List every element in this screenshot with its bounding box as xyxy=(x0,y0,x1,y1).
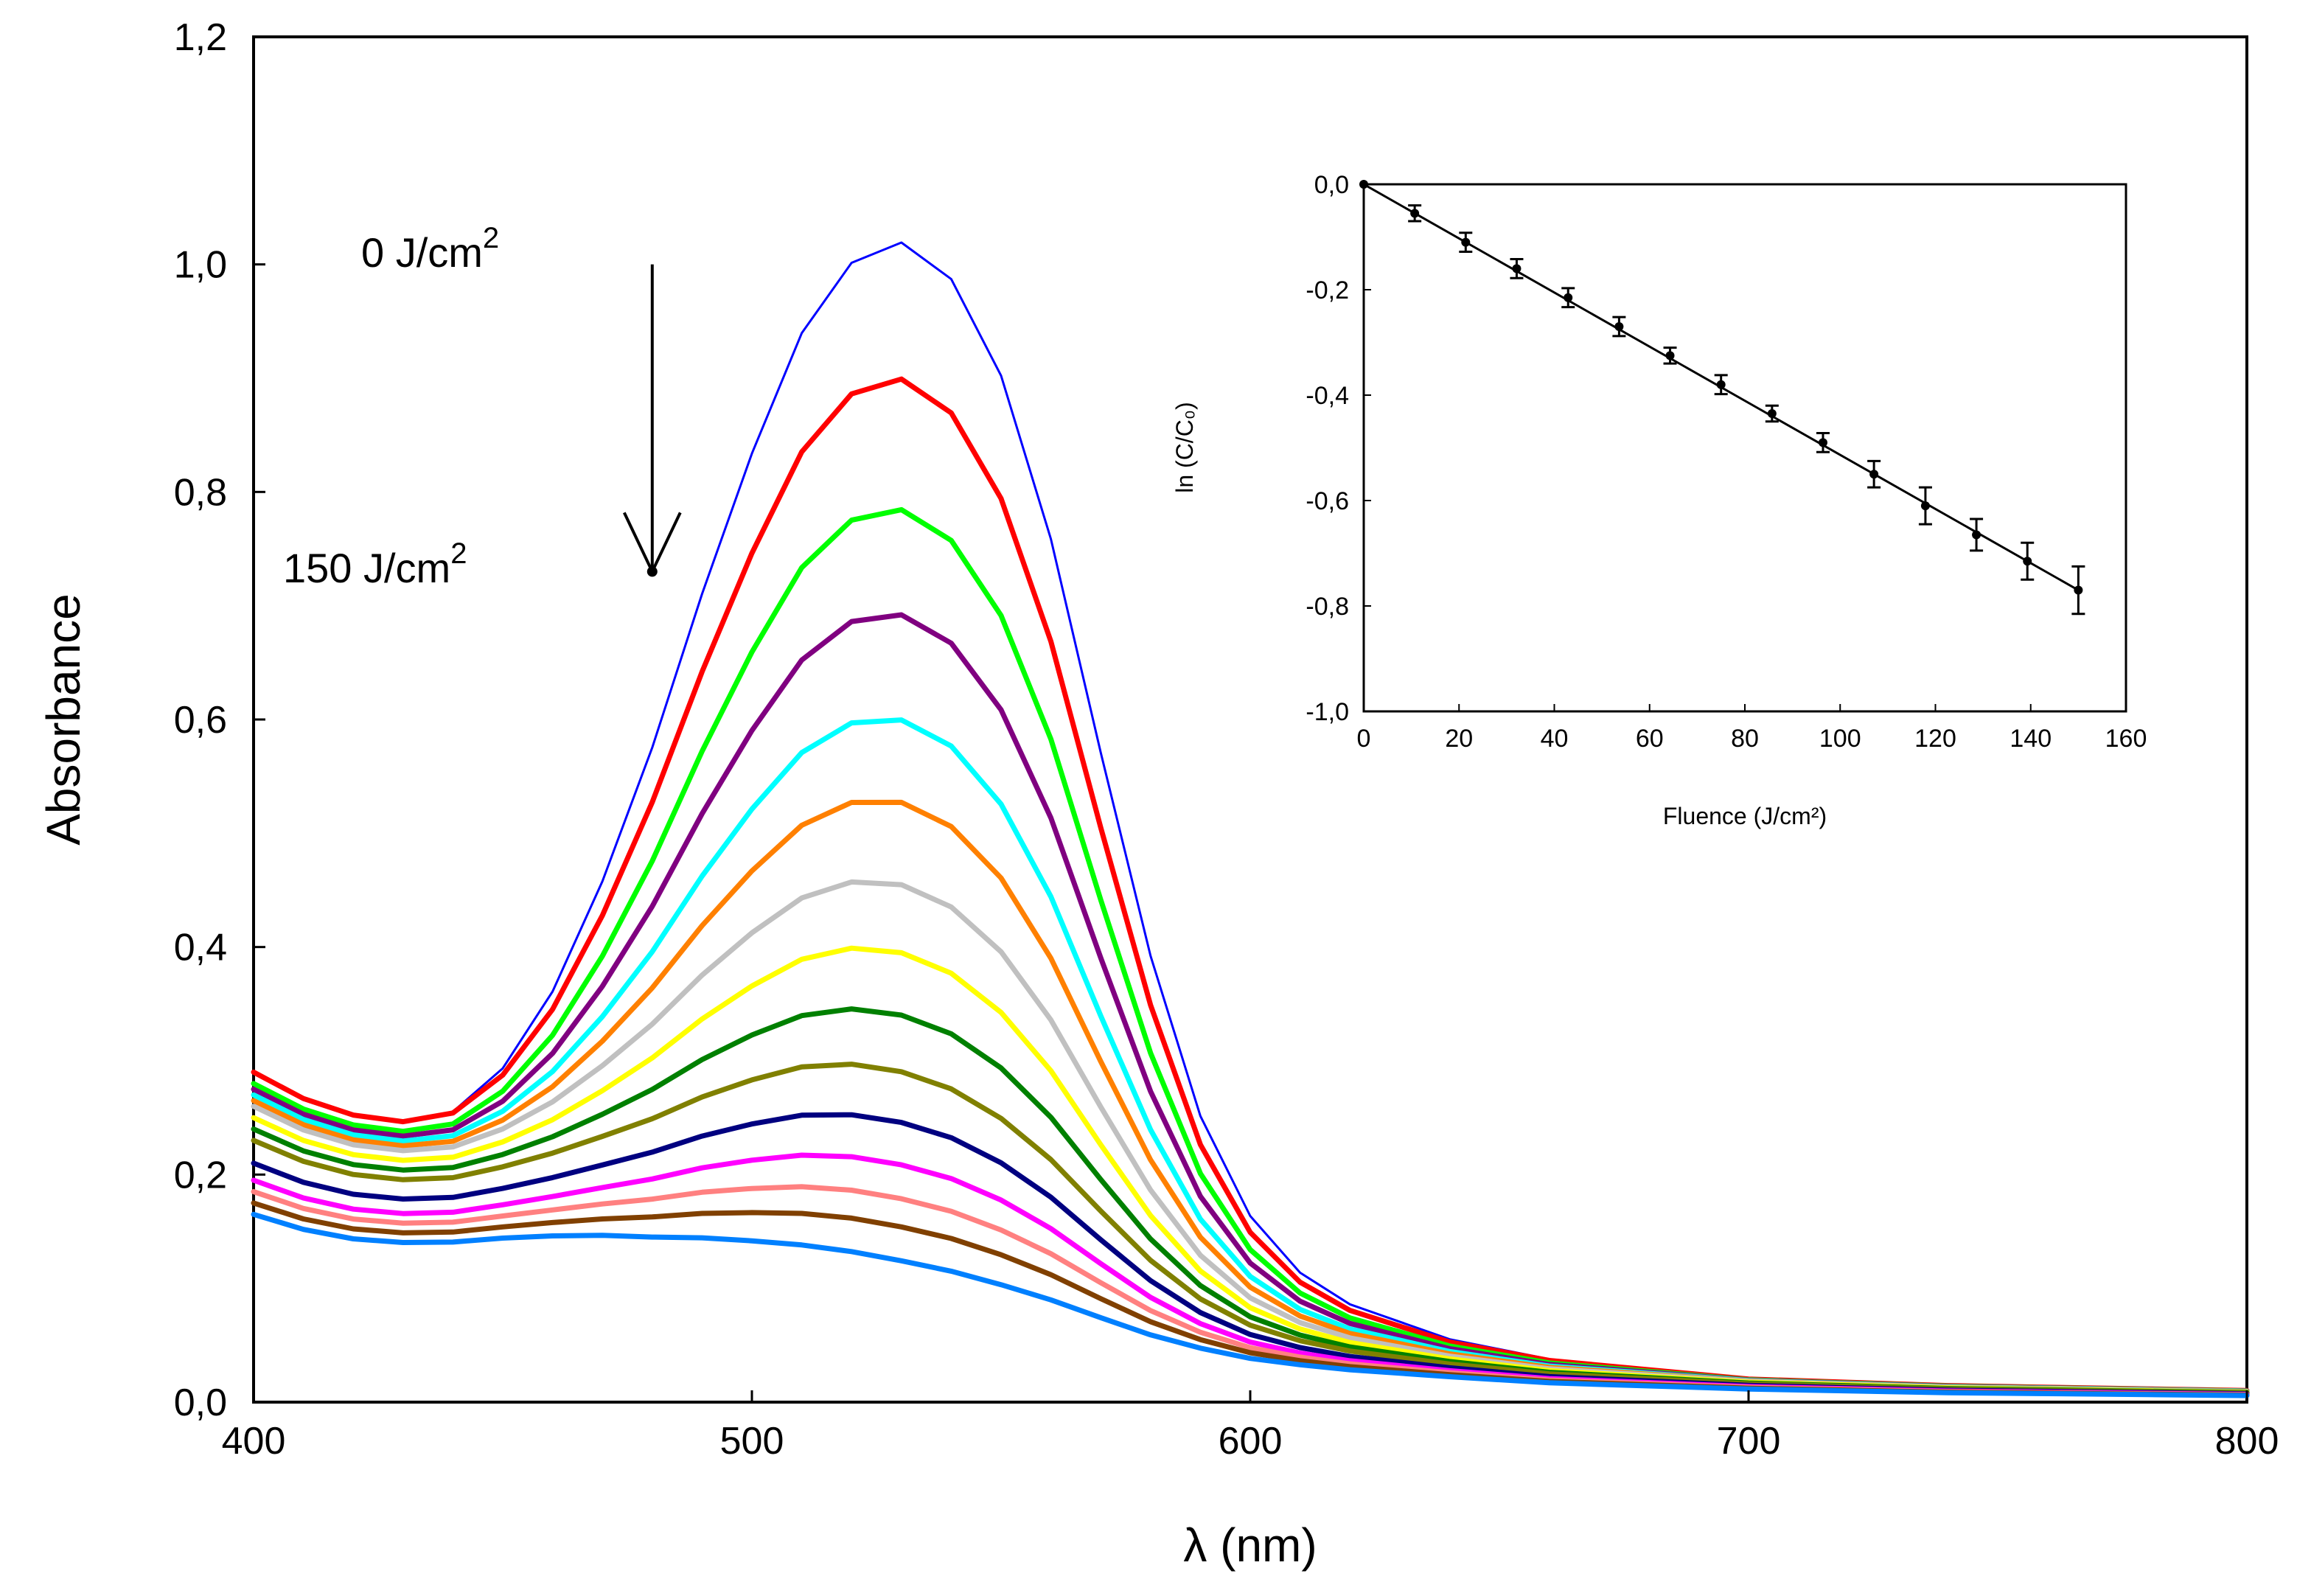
inset-x-tick-label: 120 xyxy=(1914,725,1956,753)
inset-x-tick-label: 140 xyxy=(2010,725,2052,753)
inset-x-tick-label: 0 xyxy=(1357,725,1371,753)
main-y-tick-label: 0,2 xyxy=(174,1154,227,1196)
inset-x-tick-label: 20 xyxy=(1445,725,1473,753)
main-y-tick-label: 0,8 xyxy=(174,471,227,514)
inset-data-point xyxy=(1869,470,1879,479)
inset-data-point xyxy=(1461,237,1471,247)
inset-x-tick-label: 80 xyxy=(1731,725,1759,753)
main-x-axis-label: λ (nm) xyxy=(1183,1519,1317,1572)
annotation-start-fluence: 0 J/cm2 xyxy=(361,222,499,276)
inset-data-point xyxy=(1564,293,1573,302)
inset-plot-background xyxy=(1364,184,2126,711)
annotation-start-fluence-text: 0 J/cm xyxy=(361,229,483,276)
inset-y-tick-label: -1,0 xyxy=(1306,698,1349,726)
main-y-tick-label: 0,0 xyxy=(174,1381,227,1424)
main-y-tick-label: 1,2 xyxy=(174,16,227,59)
inset-data-point xyxy=(1767,409,1777,419)
spectrum-series-line xyxy=(251,1184,2250,1398)
annotation-arrow xyxy=(622,264,682,577)
inset-data-point xyxy=(2074,585,2083,595)
inset-data-point xyxy=(2023,557,2032,566)
spectrum-series-line xyxy=(251,1211,2250,1398)
inset-x-ticks: 0 20 40 60 80 100 120 140 160 xyxy=(1357,704,2147,753)
main-x-tick-label: 500 xyxy=(720,1420,784,1463)
inset-data-point xyxy=(1614,322,1624,332)
inset-x-tick-label: 60 xyxy=(1636,725,1664,753)
inset-x-tick-label: 40 xyxy=(1541,725,1569,753)
main-x-ticks: 400 500 600 700 800 xyxy=(222,1390,2279,1463)
inset-y-tick-label: 0,0 xyxy=(1314,171,1349,199)
annotation-end-fluence-text: 150 J/cm xyxy=(283,545,450,591)
inset-data-point xyxy=(1410,209,1420,218)
main-x-tick-label: 600 xyxy=(1219,1420,1283,1463)
main-y-axis-label: Absorbance xyxy=(37,593,90,846)
inset-data-point xyxy=(1972,530,1981,540)
inset-x-axis-label: Fluence (J/cm²) xyxy=(1663,803,1827,829)
main-y-ticks: 0,0 0,2 0,4 0,6 0,8 1,0 1,2 xyxy=(174,16,265,1424)
main-x-tick-label: 400 xyxy=(222,1420,286,1463)
annotation-arrow-tip xyxy=(646,566,658,577)
inset-data-point xyxy=(1512,264,1522,273)
inset-y-tick-label: -0,4 xyxy=(1306,382,1349,410)
inset-y-axis-label: ln (C/C₀) xyxy=(1171,402,1198,493)
inset-y-tick-label: -0,6 xyxy=(1306,487,1349,515)
main-y-tick-label: 1,0 xyxy=(174,244,227,287)
main-x-tick-label: 700 xyxy=(1717,1420,1781,1463)
inset-y-ticks: 0,0 -0,2 -0,4 -0,6 -0,8 -1,0 xyxy=(1306,171,1371,726)
inset-data-point xyxy=(1665,351,1675,360)
inset-data-point xyxy=(1716,380,1726,389)
main-series-group xyxy=(251,241,2250,1398)
spectrum-series-line xyxy=(251,799,2250,1395)
annotation-start-fluence-superscript: 2 xyxy=(483,222,499,254)
annotation-end-fluence: 150 J/cm2 xyxy=(283,537,467,591)
inset-points-group xyxy=(1359,180,2085,616)
inset-y-tick-label: -0,2 xyxy=(1306,276,1349,304)
inset-data-point xyxy=(1920,501,1930,511)
main-y-tick-label: 0,4 xyxy=(174,927,227,969)
main-plot: 400 500 600 700 800 0,00,20,40,60,81,01,2 λ … xyxy=(37,16,2279,1572)
inset-data-point xyxy=(1818,438,1827,447)
inset-y-tick-label: -0,8 xyxy=(1306,593,1349,621)
inset-x-tick-label: 160 xyxy=(2105,725,2147,753)
inset-x-tick-label: 100 xyxy=(1819,725,1861,753)
main-y-tick-label: 0,6 xyxy=(174,699,227,742)
main-x-tick-label: 800 xyxy=(2215,1420,2279,1463)
inset-plot: 0 20 40 60 80 100 120 140 160 0,0 -0,2 -0,4 -0,6 -0,… xyxy=(1171,171,2147,829)
annotation-end-fluence-superscript: 2 xyxy=(450,537,467,570)
